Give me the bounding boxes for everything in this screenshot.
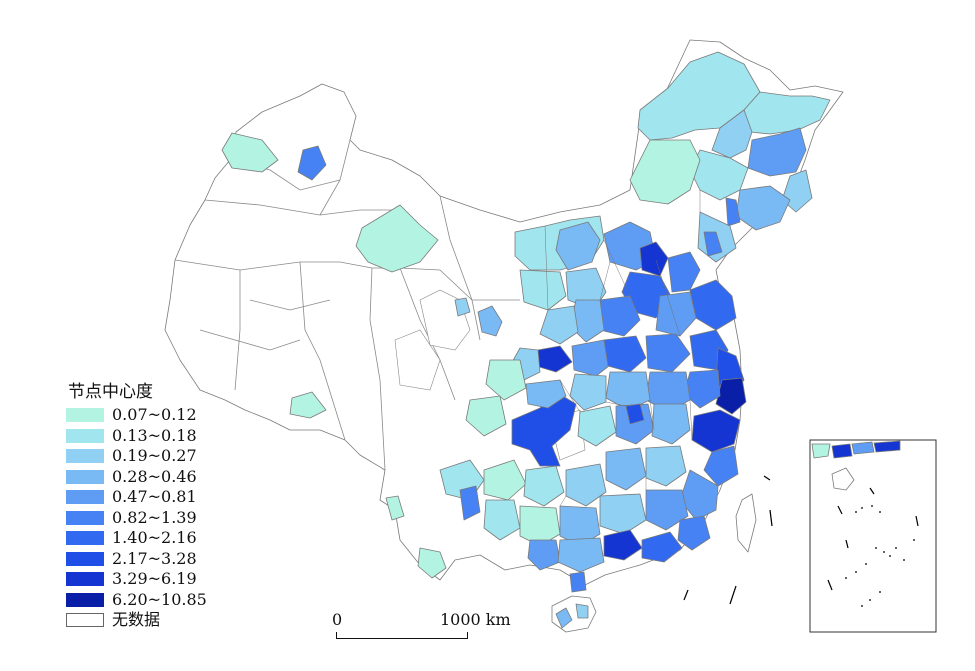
legend-row: 3.29~6.19: [66, 569, 207, 590]
scale-tick-right: [467, 632, 468, 639]
legend-swatch-nodata: [66, 613, 104, 628]
legend-label: 1.40~2.16: [112, 528, 197, 548]
maritime-boundary-lines: [683, 475, 773, 605]
legend-swatch: [66, 408, 104, 423]
province-borders: [174, 139, 520, 471]
legend-row: 0.28~0.46: [66, 467, 207, 488]
legend-title: 节点中心度: [68, 382, 153, 402]
legend-label: 3.29~6.19: [112, 569, 197, 589]
legend-row: 0.82~1.39: [66, 508, 207, 529]
legend-label: 2.17~3.28: [112, 548, 197, 568]
scale-tick-left: [336, 632, 337, 639]
legend-row: 6.20~10.85: [66, 590, 207, 611]
legend-label: 0.47~0.81: [112, 487, 197, 507]
legend-swatch: [66, 449, 104, 464]
legend-swatch: [66, 490, 104, 505]
prefecture-boundaries: [544, 190, 701, 507]
scale-line: [336, 638, 468, 639]
south-china-sea-inset: [809, 439, 937, 633]
legend-row: 0.07~0.12: [66, 405, 207, 426]
legend-label: 0.28~0.46: [112, 466, 197, 486]
legend-swatch: [66, 531, 104, 546]
legend-swatch: [66, 592, 104, 607]
western-regions: [394, 289, 586, 461]
legend-row-nodata: 无数据: [66, 610, 207, 631]
legend-swatch: [66, 510, 104, 525]
taiwan-island: [735, 493, 757, 553]
legend-label: 0.07~0.12: [112, 405, 197, 425]
legend-row: 0.19~0.27: [66, 446, 207, 467]
scale-start-label: 0: [332, 610, 343, 629]
legend-row: 1.40~2.16: [66, 528, 207, 549]
legend-row: 2.17~3.28: [66, 549, 207, 570]
legend-swatch: [66, 428, 104, 443]
legend-swatch: [66, 551, 104, 566]
map-legend: 节点中心度 0.07~0.12 0.13~0.18 0.19~0.27 0.28~0.…: [66, 381, 207, 631]
legend-swatch: [66, 469, 104, 484]
scale-bar: 0 1000 km: [330, 610, 511, 650]
legend-row: 0.47~0.81: [66, 487, 207, 508]
legend-label-nodata: 无数据: [112, 610, 161, 630]
legend-classes: 0.07~0.12 0.13~0.18 0.19~0.27 0.28~0.46 0.47…: [66, 405, 207, 610]
hainan-island: [551, 595, 597, 633]
legend-label: 0.82~1.39: [112, 507, 197, 527]
legend-row: 0.13~0.18: [66, 426, 207, 447]
colored-prefectures: [221, 51, 831, 593]
scale-end-label: 1000 km: [440, 610, 511, 629]
legend-label: 0.13~0.18: [112, 425, 197, 445]
legend-swatch: [66, 572, 104, 587]
legend-label: 6.20~10.85: [112, 589, 207, 609]
legend-label: 0.19~0.27: [112, 446, 197, 466]
